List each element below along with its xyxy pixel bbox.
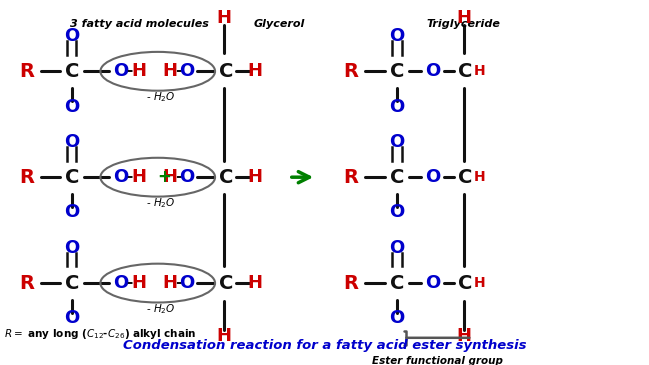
Text: R: R <box>19 62 34 81</box>
Text: O: O <box>425 274 440 292</box>
Text: O: O <box>389 27 405 45</box>
Text: O: O <box>389 239 405 257</box>
Text: -: - <box>175 169 181 184</box>
Text: O: O <box>64 239 80 257</box>
Text: H: H <box>456 9 471 27</box>
Text: Condensation reaction for a fatty acid ester synthesis: Condensation reaction for a fatty acid e… <box>123 339 526 352</box>
Text: O: O <box>113 62 128 80</box>
Text: O: O <box>389 133 405 151</box>
Text: H: H <box>131 168 146 186</box>
Text: H: H <box>248 62 263 80</box>
Text: O: O <box>64 97 80 116</box>
Text: 3 fatty acid molecules: 3 fatty acid molecules <box>71 19 210 28</box>
Text: C: C <box>65 168 79 187</box>
Text: O: O <box>425 168 440 186</box>
Text: C: C <box>219 62 233 81</box>
Text: $\mathit{R=}$ any long ($\mathit{C_{12}}$-$\mathit{C_{26}}$) alkyl chain: $\mathit{R=}$ any long ($\mathit{C_{12}}… <box>4 327 197 341</box>
Text: -: - <box>175 275 181 290</box>
Text: H: H <box>163 274 178 292</box>
Text: O: O <box>179 168 194 186</box>
Text: O: O <box>113 274 128 292</box>
Text: C: C <box>390 168 404 187</box>
Text: H: H <box>248 168 263 186</box>
Text: C: C <box>219 274 233 293</box>
Text: +: + <box>157 168 171 186</box>
Text: - $\mathit{H_2O}$: - $\mathit{H_2O}$ <box>146 302 176 316</box>
Text: Triglyceride: Triglyceride <box>427 19 500 28</box>
Text: H: H <box>456 327 471 345</box>
Text: Ester functional group: Ester functional group <box>373 356 503 365</box>
Text: H: H <box>248 274 263 292</box>
Text: O: O <box>425 62 440 80</box>
Text: O: O <box>64 310 80 327</box>
Text: O: O <box>389 97 405 116</box>
Text: O: O <box>64 27 80 45</box>
Text: H: H <box>163 62 178 80</box>
Text: -: - <box>127 275 133 290</box>
Text: H: H <box>163 168 178 186</box>
Text: O: O <box>64 204 80 222</box>
Text: -: - <box>127 63 133 78</box>
Text: H: H <box>217 327 232 345</box>
Text: - $\mathit{H_2O}$: - $\mathit{H_2O}$ <box>146 196 176 210</box>
Text: O: O <box>179 274 194 292</box>
Text: - $\mathit{H_2O}$: - $\mathit{H_2O}$ <box>146 90 176 104</box>
Text: C: C <box>458 168 473 187</box>
Text: H: H <box>474 64 485 78</box>
Text: R: R <box>343 274 358 293</box>
Text: R: R <box>343 62 358 81</box>
Text: O: O <box>113 168 128 186</box>
Text: H: H <box>131 62 146 80</box>
Text: R: R <box>19 168 34 187</box>
Text: H: H <box>131 274 146 292</box>
Text: O: O <box>389 204 405 222</box>
Text: -: - <box>175 63 181 78</box>
Text: Glycerol: Glycerol <box>253 19 304 28</box>
Text: C: C <box>458 274 473 293</box>
Text: R: R <box>343 168 358 187</box>
Text: C: C <box>458 62 473 81</box>
Text: R: R <box>19 274 34 293</box>
Text: C: C <box>390 274 404 293</box>
Text: O: O <box>389 310 405 327</box>
Text: O: O <box>64 133 80 151</box>
Text: -: - <box>127 169 133 184</box>
Text: C: C <box>65 62 79 81</box>
Text: C: C <box>65 274 79 293</box>
Text: C: C <box>219 168 233 187</box>
Text: O: O <box>179 62 194 80</box>
Text: H: H <box>217 9 232 27</box>
Text: C: C <box>390 62 404 81</box>
Text: H: H <box>474 170 485 184</box>
Text: H: H <box>474 276 485 290</box>
